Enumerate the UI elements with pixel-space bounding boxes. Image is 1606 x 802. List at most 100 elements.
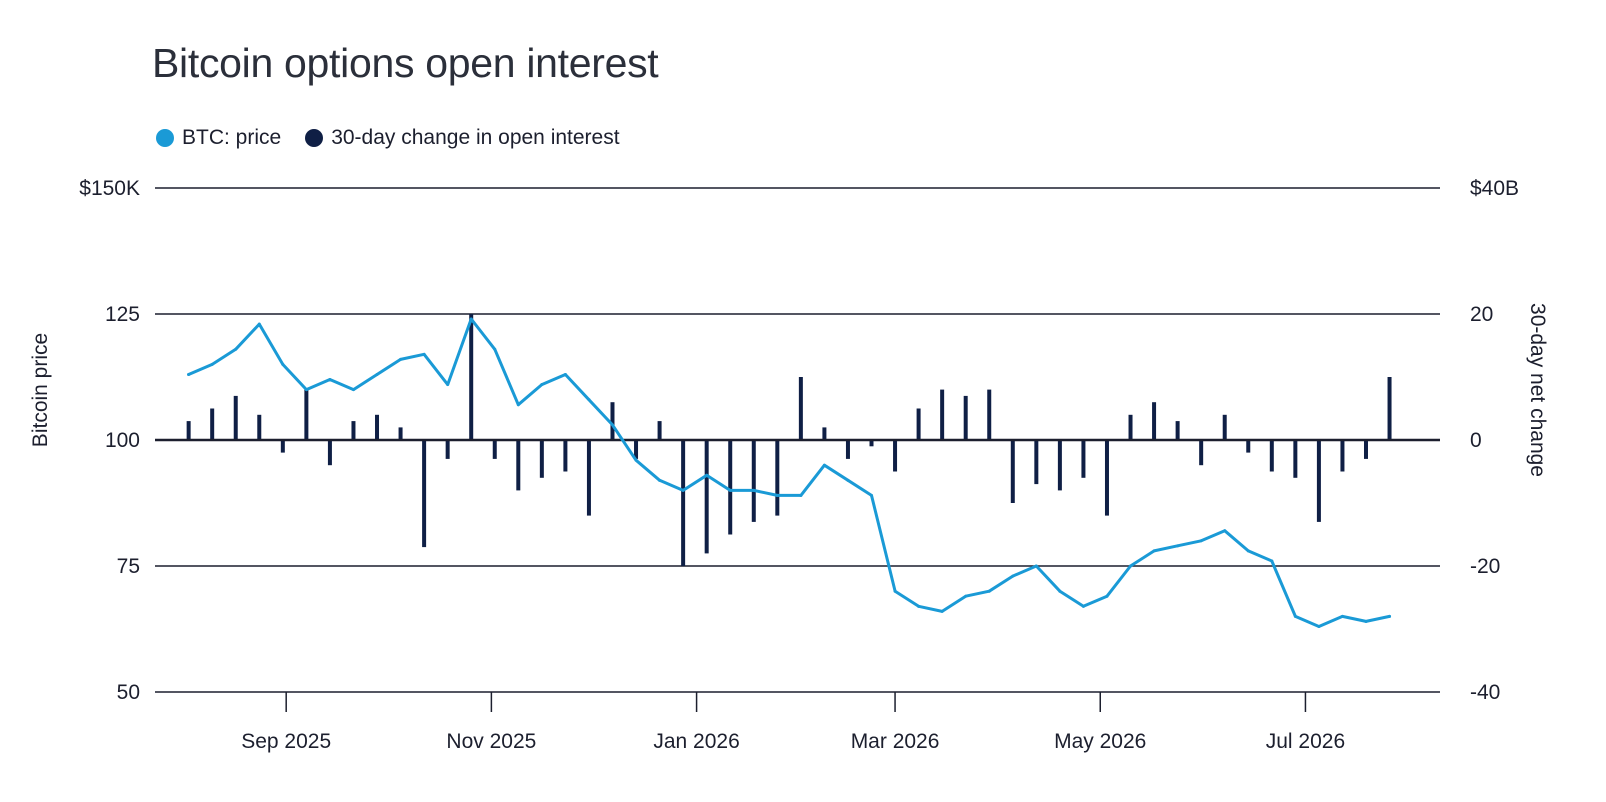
oi-bar	[1199, 440, 1204, 466]
oi-bar	[1387, 377, 1392, 440]
oi-bar	[469, 314, 474, 440]
oi-bar	[1316, 440, 1321, 522]
price-point	[870, 493, 874, 497]
y2-tick-label: 0	[1470, 429, 1482, 452]
oi-bar	[1104, 440, 1109, 516]
oi-bar	[869, 440, 874, 447]
legend-label-price: BTC: price	[182, 126, 282, 149]
oi-bar	[751, 440, 756, 522]
price-point	[822, 463, 826, 467]
oi-bar	[893, 440, 898, 472]
oi-bar	[1034, 440, 1039, 485]
price-point	[540, 383, 544, 387]
price-point	[469, 317, 473, 321]
price-point	[328, 378, 332, 382]
price-point	[304, 388, 308, 392]
x-tick-label: Jan 2026	[653, 730, 739, 753]
price-point	[493, 347, 497, 351]
price-point	[964, 594, 968, 598]
price-point	[705, 473, 709, 477]
price-point	[846, 478, 850, 482]
y-tick-label: 50	[117, 681, 140, 704]
price-point	[187, 372, 191, 376]
oi-bar	[1128, 414, 1133, 440]
legend-label-oi: 30-day change in open interest	[331, 126, 620, 149]
price-point	[634, 458, 638, 462]
price-point	[375, 372, 379, 376]
x-tick-label: Sep 2025	[241, 730, 331, 753]
oi-bar	[845, 440, 850, 459]
oi-bar	[1152, 402, 1157, 440]
oi-bar	[681, 440, 686, 566]
oi-bar	[516, 440, 521, 491]
oi-bar	[351, 421, 356, 440]
oi-bar	[775, 440, 780, 516]
price-point	[257, 322, 261, 326]
oi-bar	[1363, 440, 1368, 459]
price-point	[1270, 559, 1274, 563]
oi-bar	[987, 389, 992, 440]
price-point	[234, 347, 238, 351]
oi-bar	[398, 427, 403, 440]
price-point	[1223, 529, 1227, 533]
oi-bar	[610, 402, 615, 440]
oi-bar	[728, 440, 733, 535]
oi-bar	[940, 389, 945, 440]
x-tick-label: Mar 2026	[851, 730, 940, 753]
price-point	[893, 589, 897, 593]
price-point	[1340, 614, 1344, 618]
price-point	[516, 403, 520, 407]
oi-bar	[375, 414, 380, 440]
y-tick-label: $150K	[79, 177, 140, 200]
oi-bar	[1269, 440, 1274, 472]
oi-bar	[422, 440, 427, 548]
oi-bar	[186, 421, 191, 440]
price-point	[1034, 564, 1038, 568]
oi-bar	[445, 440, 450, 459]
price-point	[1152, 549, 1156, 553]
price-point	[210, 362, 214, 366]
y2-tick-label: -20	[1470, 555, 1500, 578]
oi-bar	[280, 440, 285, 453]
oi-bar	[798, 377, 803, 440]
y-tick-label: 100	[105, 429, 140, 452]
price-point	[752, 488, 756, 492]
price-point	[728, 488, 732, 492]
price-point	[1388, 614, 1392, 618]
price-point	[399, 357, 403, 361]
price-point	[940, 609, 944, 613]
oi-bar	[1081, 440, 1086, 478]
price-point	[799, 493, 803, 497]
price-point	[1317, 624, 1321, 628]
price-point	[658, 478, 662, 482]
oi-bar	[963, 395, 968, 440]
oi-bar	[1246, 440, 1251, 453]
price-point	[610, 423, 614, 427]
price-point	[775, 493, 779, 497]
price-point	[587, 398, 591, 402]
oi-bar	[539, 440, 544, 478]
oi-bar	[1057, 440, 1062, 491]
oi-bar	[657, 421, 662, 440]
price-point	[1105, 594, 1109, 598]
y-tick-label: 75	[117, 555, 140, 578]
chart-title: Bitcoin options open interest	[152, 40, 659, 86]
price-point	[1293, 614, 1297, 618]
oi-bar	[704, 440, 709, 554]
oi-bar	[257, 414, 262, 440]
x-tick-label: Nov 2025	[446, 730, 536, 753]
x-tick-label: May 2026	[1054, 730, 1146, 753]
oi-bar	[210, 408, 215, 440]
legend-swatch-price	[156, 129, 174, 147]
oi-bar	[1010, 440, 1015, 503]
y2-tick-label: 20	[1470, 303, 1493, 326]
oi-bar	[327, 440, 332, 466]
legend: BTC: price 30-day change in open interes…	[156, 126, 644, 150]
oi-bar	[916, 408, 921, 440]
price-point	[446, 383, 450, 387]
legend-item-price: BTC: price	[156, 126, 281, 150]
oi-bar	[1222, 414, 1227, 440]
oi-bar	[586, 440, 591, 516]
price-point	[1011, 574, 1015, 578]
y2-tick-label: -40	[1470, 681, 1500, 704]
